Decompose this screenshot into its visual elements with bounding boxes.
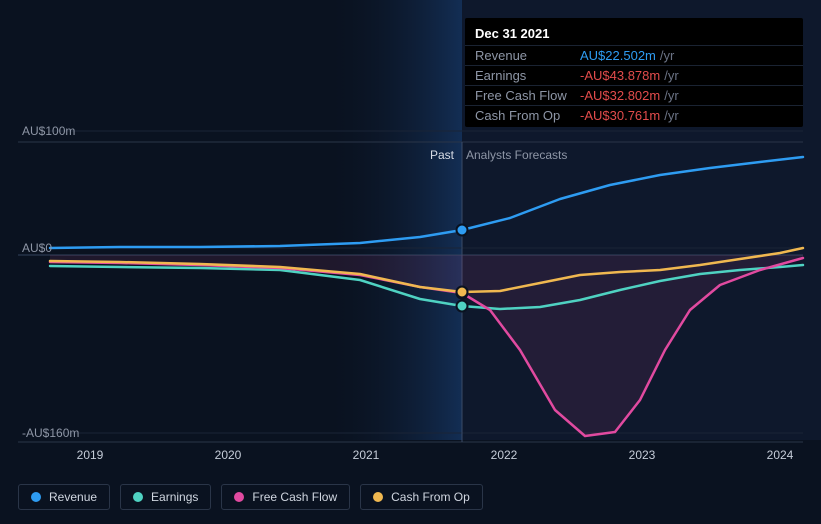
x-tick-label: 2022 — [491, 448, 518, 462]
legend-swatch — [133, 492, 143, 502]
y-tick-label: AU$0 — [22, 241, 52, 255]
legend-swatch — [234, 492, 244, 502]
x-tick-label: 2024 — [767, 448, 794, 462]
chart-container: Past Analysts Forecasts AU$100m AU$0 -AU$1… — [0, 0, 821, 524]
tooltip-row: Free Cash Flow-AU$32.802m/yr — [465, 85, 803, 105]
forecast-label: Analysts Forecasts — [466, 148, 567, 162]
legend-swatch — [31, 492, 41, 502]
legend-label: Cash From Op — [391, 490, 470, 504]
tooltip-row: Earnings-AU$43.878m/yr — [465, 65, 803, 85]
legend-item-earnings[interactable]: Earnings — [120, 484, 211, 510]
tooltip-row-value: -AU$30.761m — [580, 108, 660, 123]
x-axis-labels: 2019 2020 2021 2022 2023 2024 — [50, 448, 803, 466]
x-tick-label: 2021 — [353, 448, 380, 462]
x-tick-label: 2023 — [629, 448, 656, 462]
legend-item-fcf[interactable]: Free Cash Flow — [221, 484, 350, 510]
tooltip-date: Dec 31 2021 — [465, 24, 803, 45]
tooltip-row-value: -AU$43.878m — [580, 68, 660, 83]
tooltip-row-unit: /yr — [664, 88, 678, 103]
tooltip-row-value: AU$22.502m — [580, 48, 656, 63]
tooltip-row-unit: /yr — [664, 68, 678, 83]
tooltip-row-label: Revenue — [475, 48, 580, 63]
x-tick-label: 2020 — [215, 448, 242, 462]
past-label: Past — [430, 148, 454, 162]
legend-item-cfo[interactable]: Cash From Op — [360, 484, 483, 510]
tooltip-row-value: -AU$32.802m — [580, 88, 660, 103]
tooltip-row-label: Earnings — [475, 68, 580, 83]
tooltip-row: RevenueAU$22.502m/yr — [465, 45, 803, 65]
legend: Revenue Earnings Free Cash Flow Cash From O… — [18, 484, 483, 510]
tooltip: Dec 31 2021 RevenueAU$22.502m/yrEarnings… — [465, 18, 803, 127]
legend-swatch — [373, 492, 383, 502]
tooltip-row-unit: /yr — [660, 48, 674, 63]
legend-label: Free Cash Flow — [252, 490, 337, 504]
y-tick-label: -AU$160m — [22, 426, 79, 440]
y-tick-label: AU$100m — [22, 124, 75, 138]
tooltip-row-label: Free Cash Flow — [475, 88, 580, 103]
legend-item-revenue[interactable]: Revenue — [18, 484, 110, 510]
legend-label: Earnings — [151, 490, 198, 504]
legend-label: Revenue — [49, 490, 97, 504]
tooltip-row-unit: /yr — [664, 108, 678, 123]
x-tick-label: 2019 — [77, 448, 104, 462]
tooltip-row-label: Cash From Op — [475, 108, 580, 123]
tooltip-row: Cash From Op-AU$30.761m/yr — [465, 105, 803, 125]
